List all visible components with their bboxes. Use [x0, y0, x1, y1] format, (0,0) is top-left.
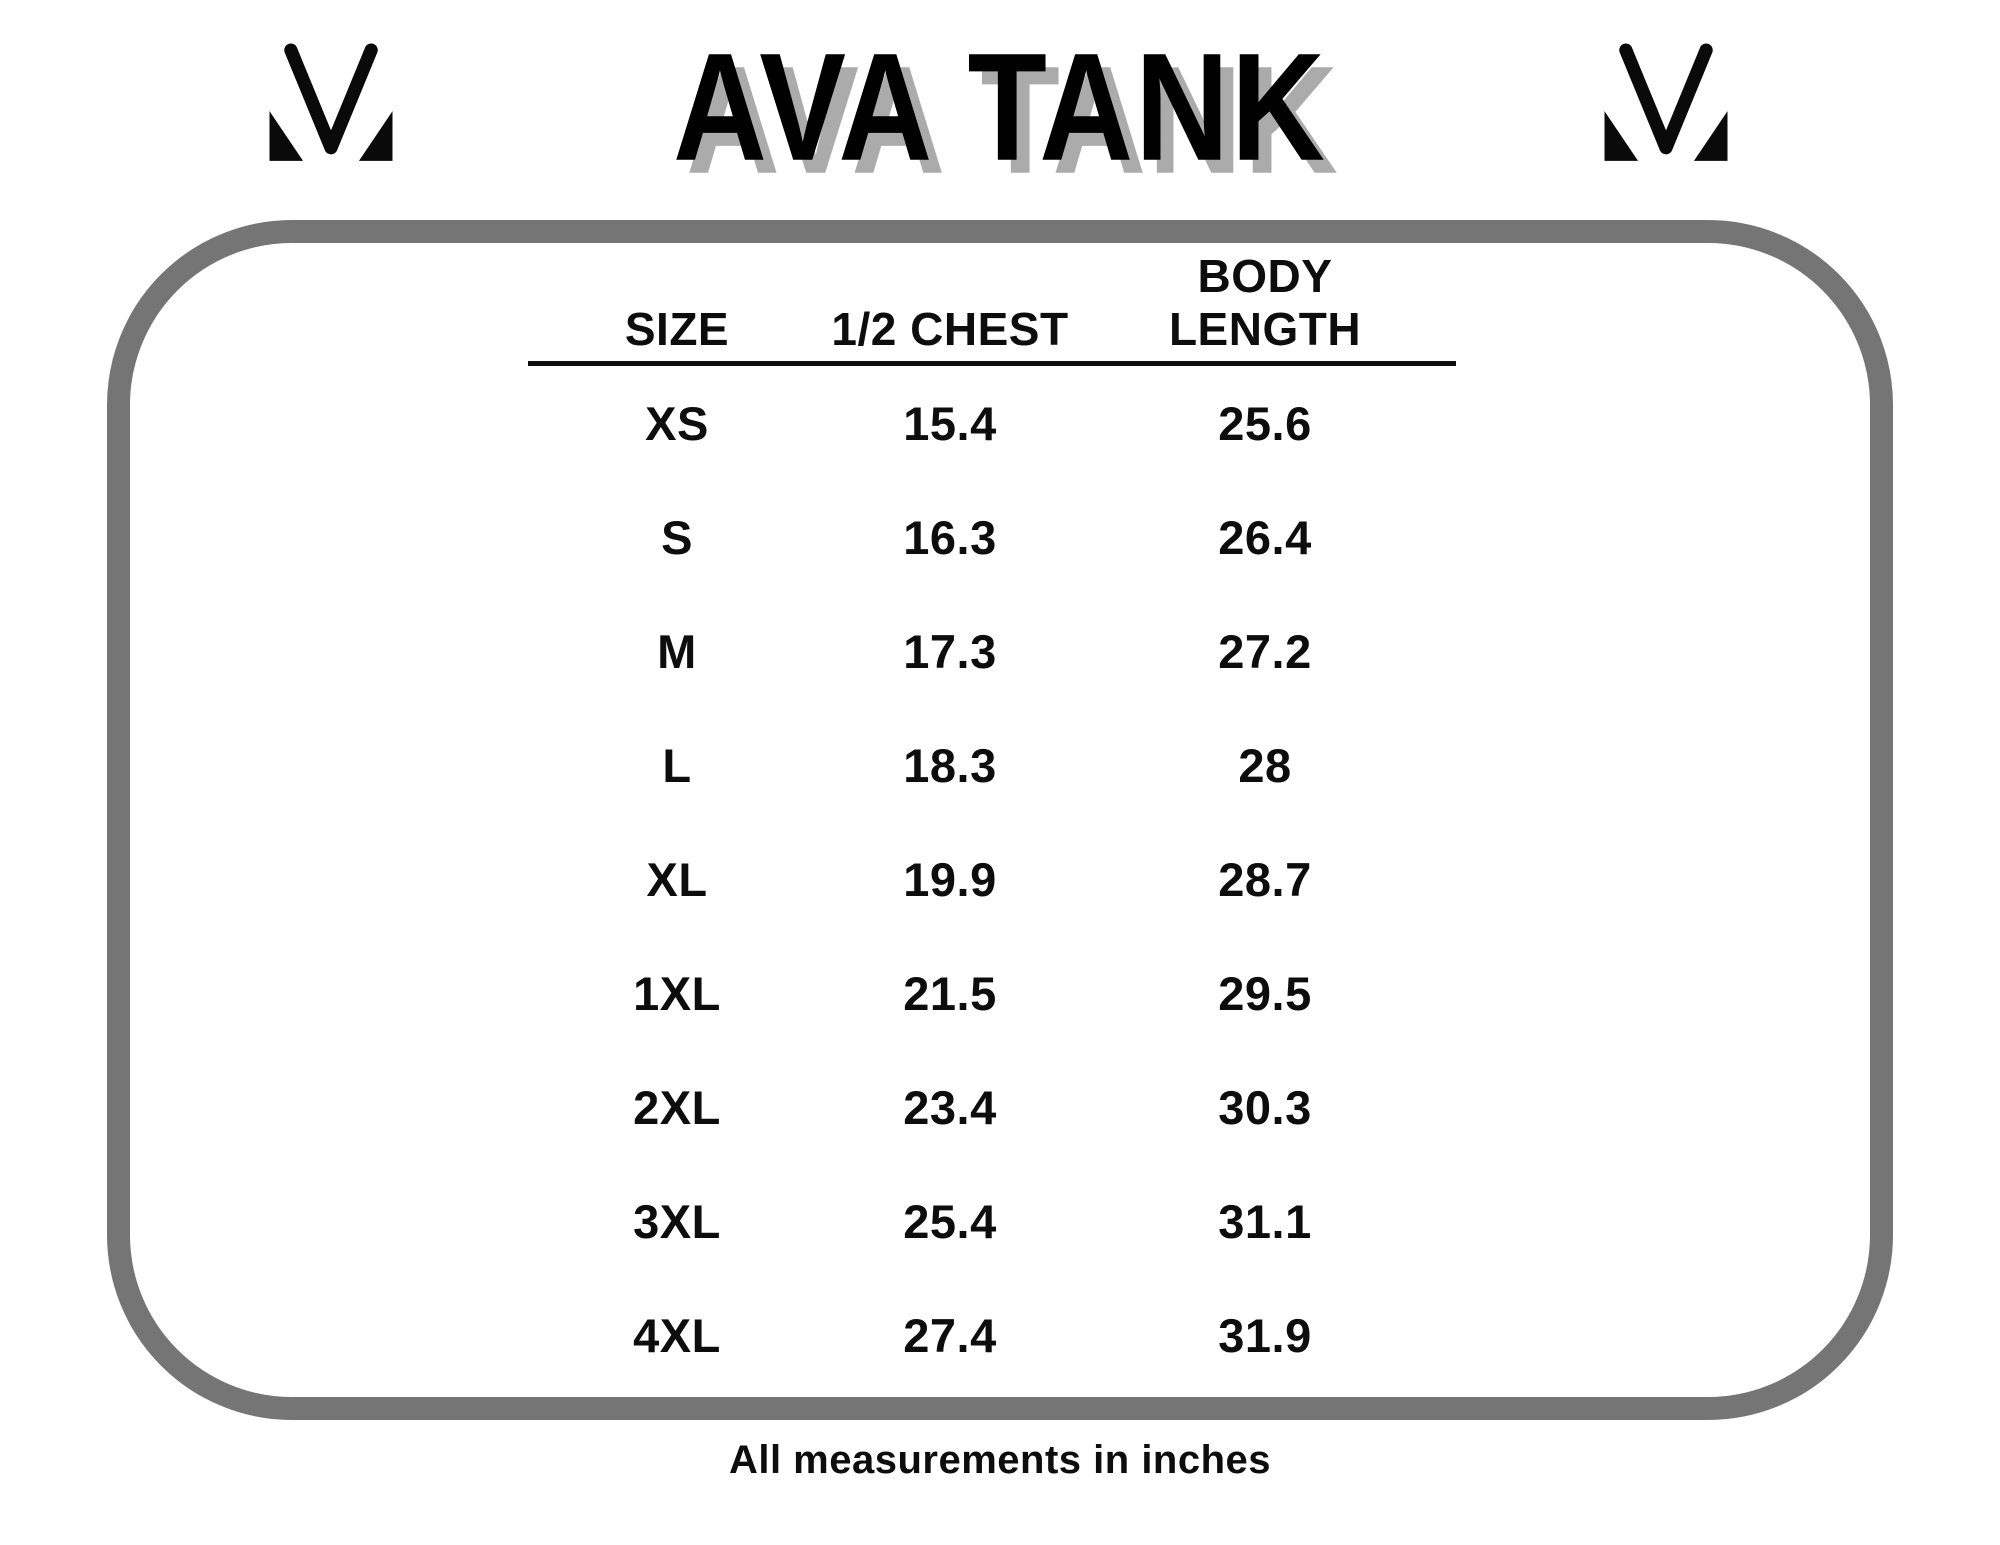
table-row: 4XL 27.4 31.9: [528, 1278, 1456, 1392]
table-row: XL 19.9 28.7: [528, 822, 1456, 936]
table-row: M 17.3 27.2: [528, 594, 1456, 708]
size-table-header: SIZE 1/2 CHEST BODY LENGTH: [528, 250, 1456, 366]
size-cell: S: [661, 510, 693, 564]
column-header-half-chest: 1/2 CHEST: [831, 302, 1069, 355]
body-length-cell: 26.4: [1218, 510, 1312, 564]
body-length-cell: 29.5: [1218, 966, 1312, 1020]
half-chest-cell: 23.4: [903, 1080, 997, 1134]
size-cell: 2XL: [633, 1080, 721, 1134]
half-chest-cell: 15.4: [903, 396, 997, 450]
body-length-cell: 25.6: [1218, 396, 1312, 450]
size-cell: L: [662, 738, 692, 792]
size-table-body: XS 15.4 25.6 S 16.3 26.4 M 17.3 27.2 L 1…: [528, 366, 1456, 1392]
column-header-body-length: BODY LENGTH: [1168, 250, 1362, 355]
half-chest-cell: 16.3: [903, 510, 997, 564]
half-chest-cell: 21.5: [903, 966, 997, 1020]
half-chest-cell: 18.3: [903, 738, 997, 792]
brand-m-logo-icon: [1600, 42, 1732, 166]
body-length-cell: 31.1: [1218, 1194, 1312, 1248]
size-cell: 1XL: [633, 966, 721, 1020]
body-length-cell: 30.3: [1218, 1080, 1312, 1134]
half-chest-cell: 27.4: [903, 1308, 997, 1362]
half-chest-cell: 17.3: [903, 624, 997, 678]
size-cell: 4XL: [633, 1308, 721, 1362]
brand-m-logo-icon: [265, 42, 397, 166]
table-row: 3XL 25.4 31.1: [528, 1164, 1456, 1278]
body-length-cell: 31.9: [1218, 1308, 1312, 1362]
body-length-cell: 28.7: [1218, 852, 1312, 906]
size-cell: XS: [645, 396, 709, 450]
size-table: SIZE 1/2 CHEST BODY LENGTH XS 15.4 25.6 …: [528, 250, 1456, 1392]
column-header-size: SIZE: [624, 302, 730, 355]
table-row: XS 15.4 25.6: [528, 366, 1456, 480]
size-cell: XL: [646, 852, 708, 906]
table-row: L 18.3 28: [528, 708, 1456, 822]
table-row: S 16.3 26.4: [528, 480, 1456, 594]
measurements-note: All measurements in inches: [728, 1438, 1272, 1482]
table-row: 1XL 21.5 29.5: [528, 936, 1456, 1050]
half-chest-cell: 25.4: [903, 1194, 997, 1248]
page-title: AVA TANK: [673, 20, 1327, 193]
table-row: 2XL 23.4 30.3: [528, 1050, 1456, 1164]
size-cell: M: [657, 624, 697, 678]
body-length-cell: 28: [1238, 738, 1292, 792]
rounded-frame: [107, 220, 1893, 1420]
body-length-cell: 27.2: [1218, 624, 1312, 678]
size-cell: 3XL: [633, 1194, 721, 1248]
half-chest-cell: 19.9: [903, 852, 997, 906]
